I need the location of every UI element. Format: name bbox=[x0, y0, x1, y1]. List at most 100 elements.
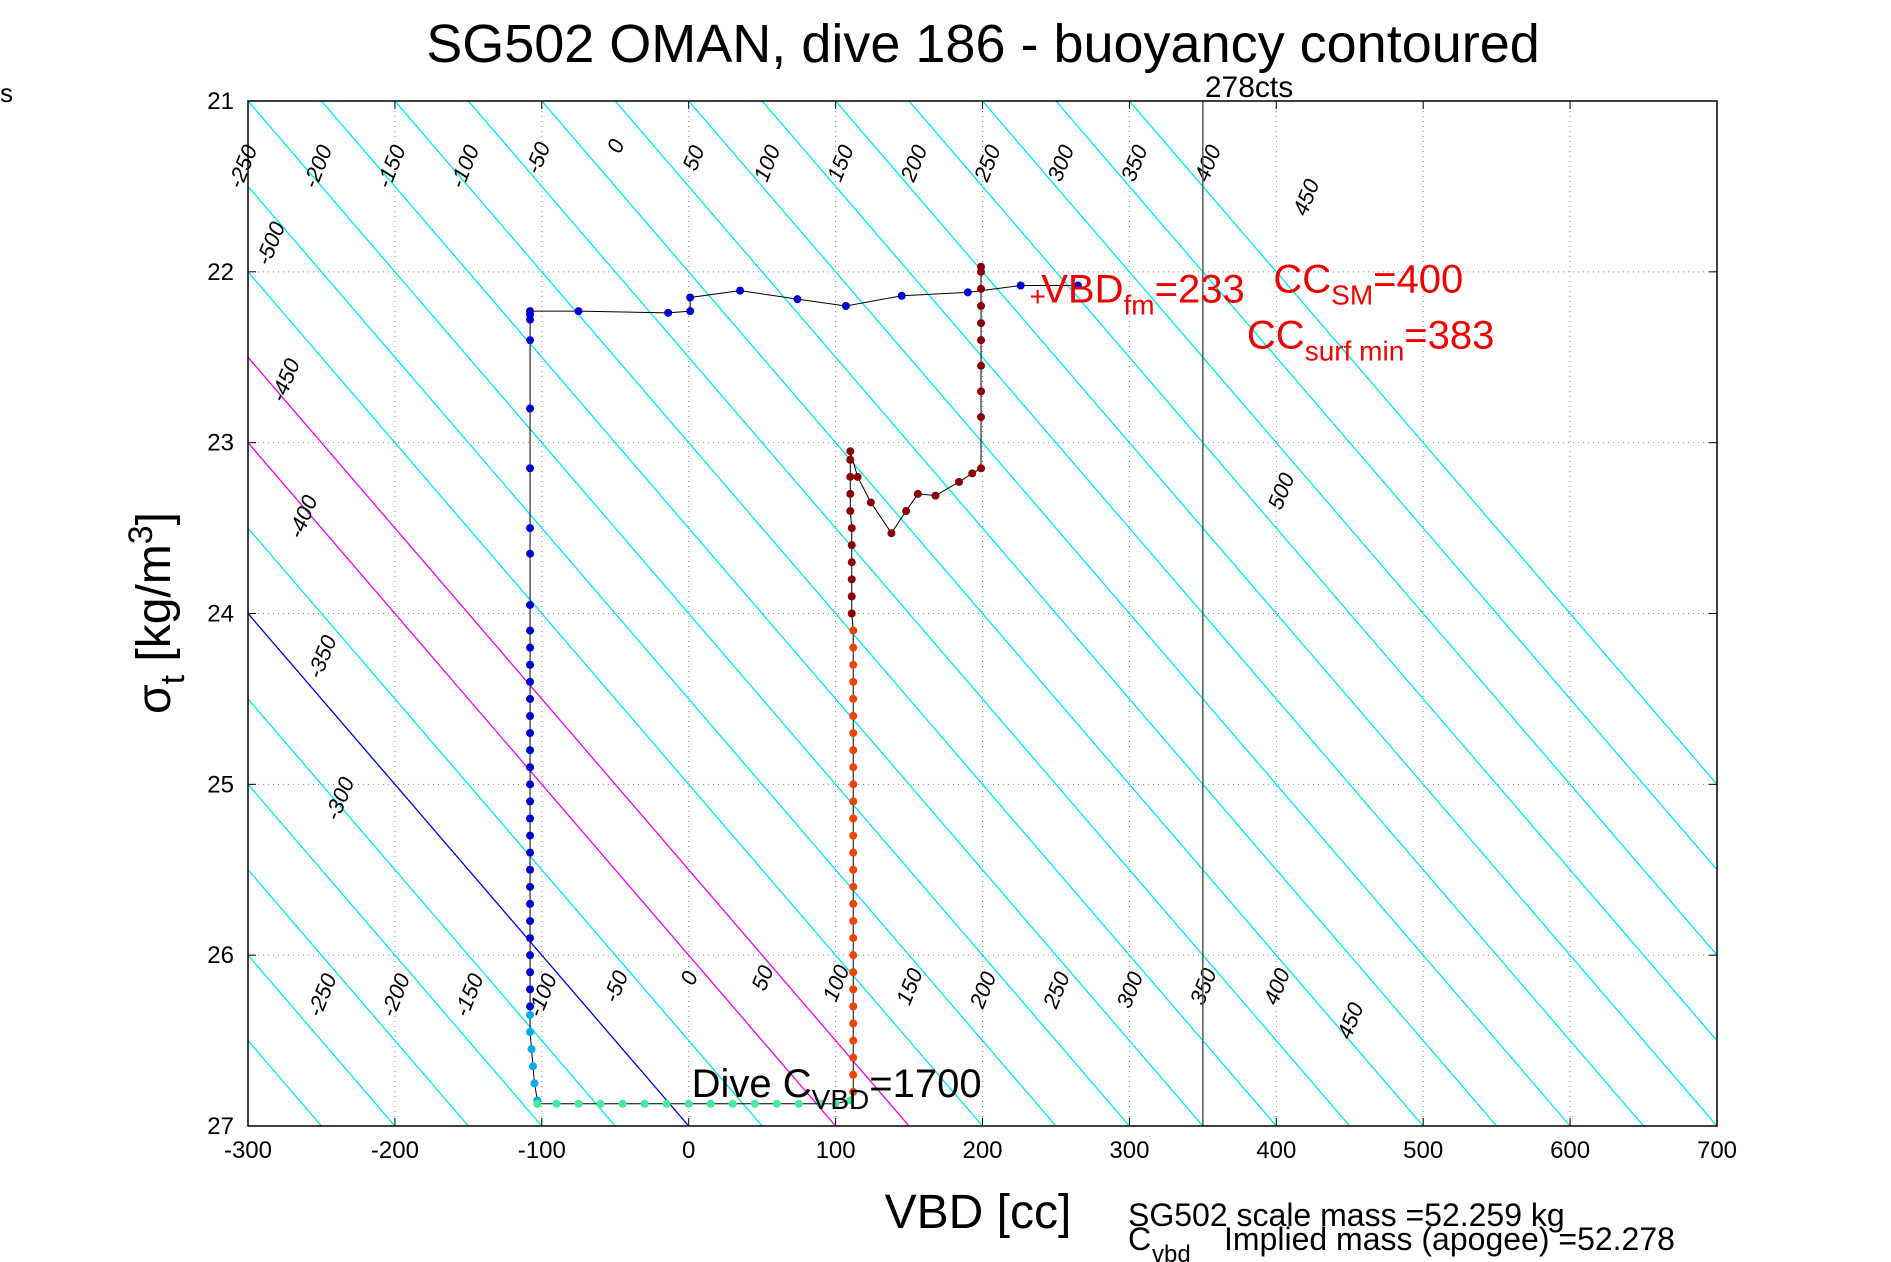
dive-point bbox=[526, 404, 535, 413]
contour-label: 500 bbox=[1263, 469, 1300, 513]
dive-point bbox=[977, 413, 986, 422]
dive-point bbox=[794, 1099, 803, 1108]
contour-line bbox=[248, 697, 616, 1126]
dive-point bbox=[849, 865, 858, 874]
x-tick-label: 400 bbox=[1256, 1137, 1296, 1164]
dive-point bbox=[772, 1099, 781, 1108]
dive-point bbox=[849, 626, 858, 635]
dive-point bbox=[831, 1099, 840, 1108]
dive-point bbox=[847, 575, 856, 584]
dive-point bbox=[1016, 281, 1025, 290]
contour-label: -500 bbox=[251, 218, 291, 269]
dive-point bbox=[846, 455, 855, 464]
dive-point bbox=[526, 524, 535, 533]
contour-label: 250 bbox=[968, 141, 1006, 186]
contour-label: -250 bbox=[223, 141, 263, 192]
dive-point bbox=[528, 1062, 537, 1071]
dive-point bbox=[526, 549, 535, 558]
dive-point bbox=[847, 541, 856, 550]
contour-label: 200 bbox=[895, 141, 933, 186]
dive-point bbox=[533, 1099, 542, 1108]
contour-line bbox=[908, 101, 1717, 1042]
corner-label: s bbox=[0, 78, 13, 108]
dive-point bbox=[526, 643, 535, 652]
dive-point bbox=[816, 1099, 825, 1108]
dive-point bbox=[977, 284, 986, 293]
contour-label: 200 bbox=[964, 968, 1002, 1013]
contour-label: -200 bbox=[298, 141, 338, 192]
contour-line bbox=[0, 101, 101, 1126]
dive-point bbox=[526, 968, 535, 977]
contour-line bbox=[248, 612, 690, 1126]
x-tick-label: 700 bbox=[1697, 1137, 1737, 1164]
dive-point bbox=[849, 1087, 858, 1096]
dive-point bbox=[977, 361, 986, 370]
dive-point bbox=[1073, 281, 1082, 290]
contour-label: 300 bbox=[1042, 141, 1079, 185]
dive-point bbox=[526, 951, 535, 960]
y-axis-ticks: 21 22 23 24 25 26 27 bbox=[207, 88, 1717, 1140]
x-tick-label: 500 bbox=[1403, 1137, 1443, 1164]
dive-point bbox=[849, 934, 858, 943]
y-tick-label: 21 bbox=[207, 88, 234, 115]
dive-point bbox=[526, 600, 535, 609]
dive-point bbox=[977, 336, 986, 345]
y-axis-label: σt [kg/m3] bbox=[122, 512, 192, 714]
contour-label: 0 bbox=[675, 967, 703, 988]
dive-point bbox=[526, 797, 535, 806]
contour-line bbox=[248, 783, 543, 1126]
dive-point bbox=[841, 302, 850, 310]
annotation-label: Dive CVBD=1700 bbox=[692, 1062, 982, 1115]
dive-point bbox=[526, 848, 535, 857]
dive-point bbox=[847, 524, 856, 533]
dive-point bbox=[849, 814, 858, 823]
dive-point bbox=[849, 1036, 858, 1045]
dive-point bbox=[526, 985, 535, 994]
annotation-label: CCSM=400 bbox=[1273, 257, 1463, 310]
x-tick-label: 300 bbox=[1109, 1137, 1149, 1164]
dive-point bbox=[706, 1099, 715, 1108]
dive-point bbox=[526, 934, 535, 943]
dive-point bbox=[866, 498, 875, 507]
contour-label: -100 bbox=[444, 141, 484, 192]
dive-point bbox=[849, 660, 858, 669]
y-tick-label: 22 bbox=[207, 259, 234, 286]
contour-line bbox=[248, 356, 910, 1126]
dive-point bbox=[849, 1053, 858, 1062]
dive-point bbox=[849, 848, 858, 857]
dive-point bbox=[849, 643, 858, 652]
contour-label: 400 bbox=[1189, 141, 1226, 185]
dive-point bbox=[526, 660, 535, 669]
dive-point bbox=[640, 1099, 649, 1108]
vertical-line-label: 278cts bbox=[1205, 71, 1293, 104]
contour-label: 50 bbox=[677, 141, 710, 174]
dive-point bbox=[849, 694, 858, 703]
y-tick-label: 23 bbox=[207, 430, 234, 457]
dive-point bbox=[526, 917, 535, 925]
dive-point bbox=[977, 302, 986, 310]
dive-point bbox=[526, 729, 535, 738]
contour-label: -50 bbox=[598, 966, 633, 1006]
dive-point bbox=[849, 985, 858, 994]
dive-point bbox=[977, 464, 986, 473]
dive-point bbox=[664, 308, 673, 317]
dive-point bbox=[526, 1002, 535, 1011]
dive-point bbox=[686, 293, 695, 302]
vbd-reference-line: 278cts bbox=[1202, 71, 1293, 1126]
dive-point bbox=[849, 746, 858, 755]
dive-point bbox=[846, 1096, 855, 1105]
dive-point bbox=[662, 1099, 671, 1108]
dive-point bbox=[902, 507, 911, 515]
dive-point bbox=[684, 1099, 693, 1108]
y-tick-label: 27 bbox=[207, 1113, 234, 1140]
dive-point bbox=[849, 729, 858, 738]
contour-line bbox=[248, 270, 983, 1126]
dive-point bbox=[849, 797, 858, 806]
dive-point bbox=[596, 1099, 605, 1108]
y-axis-label-symbol: σ bbox=[128, 684, 181, 714]
dive-point bbox=[574, 307, 583, 316]
dive-point bbox=[526, 1010, 535, 1019]
dive-point bbox=[526, 677, 535, 686]
dive-point bbox=[618, 1099, 627, 1108]
